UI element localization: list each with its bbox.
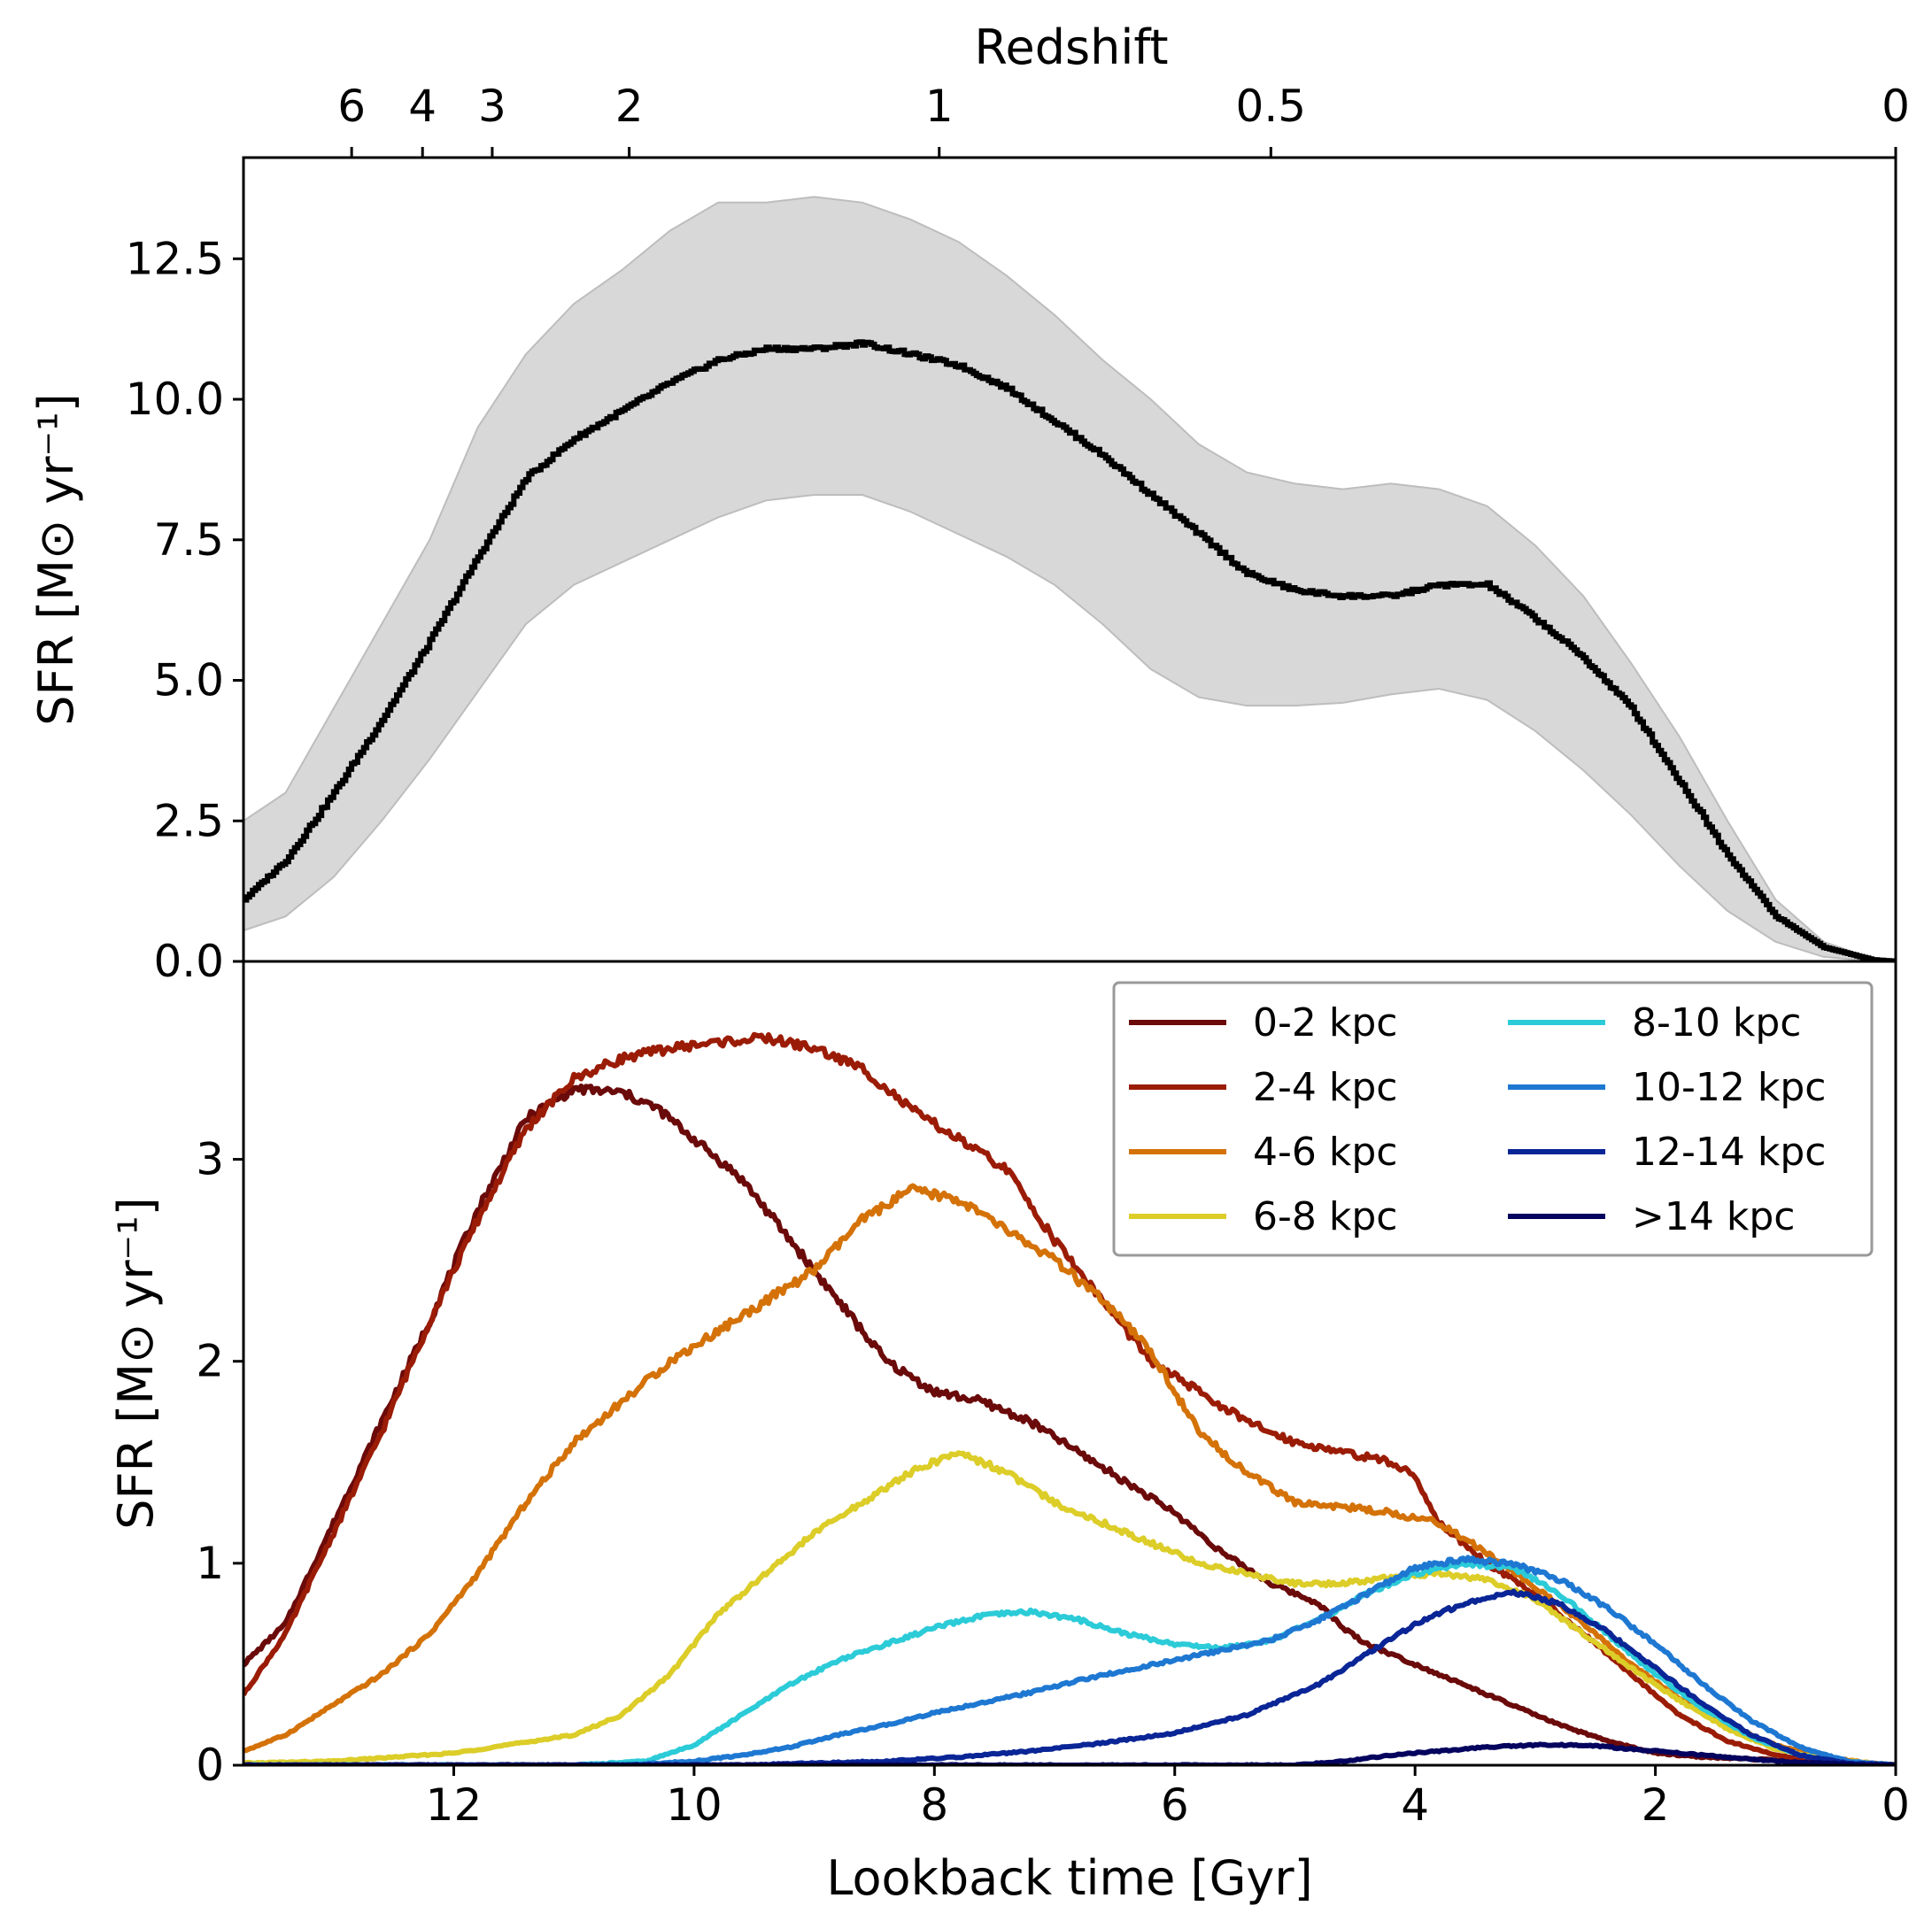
- legend-label: 12-14 kpc: [1632, 1130, 1826, 1175]
- redshift-axis-title: Redshift: [974, 19, 1168, 75]
- legend-label: 6-8 kpc: [1253, 1194, 1397, 1239]
- redshift-tick-label: 4: [408, 81, 437, 132]
- bottom-y-tick-label: 0: [196, 1740, 224, 1791]
- redshift-tick-label: 2: [615, 81, 644, 132]
- legend-label: 8-10 kpc: [1632, 1000, 1801, 1046]
- bottom-panel-frame: [242, 960, 1897, 1767]
- x-tick-label: 12: [426, 1779, 483, 1831]
- legend-label: 0-2 kpc: [1253, 1000, 1397, 1046]
- legend-item-2-4-kpc: 2-4 kpc: [1129, 1065, 1397, 1110]
- legend-item-8-10-kpc: 8-10 kpc: [1508, 1000, 1801, 1046]
- top-y-tick-label: 12.5: [126, 233, 224, 284]
- top-y-axis-title: SFR [M⊙ yr⁻¹]: [28, 393, 84, 725]
- series-line-2-4-kpc: [243, 1031, 1896, 1765]
- legend-label: 2-4 kpc: [1253, 1065, 1397, 1110]
- legend-label: 4-6 kpc: [1253, 1130, 1397, 1175]
- x-tick-label: 8: [920, 1779, 948, 1831]
- top-y-tick-label: 2.5: [153, 795, 224, 846]
- legend-items: 0-2 kpc 2-4 kpc 4-6 kpc 6-8 kpc 8-10 kpc 10-1…: [1129, 1000, 1826, 1239]
- top-y-tick-label: 7.5: [153, 514, 224, 566]
- x-tick-label: 10: [666, 1779, 723, 1831]
- series-line-4-6-kpc: [243, 1183, 1896, 1765]
- legend-item-6-8-kpc: 6-8 kpc: [1129, 1194, 1397, 1239]
- series-line-6-8-kpc: [243, 1450, 1896, 1765]
- redshift-tick-label: 0.5: [1236, 81, 1307, 132]
- top-y-tick-label: 5.0: [153, 655, 224, 706]
- bottom-y-tick-label: 3: [196, 1134, 224, 1185]
- redshift-tick-label: 1: [925, 81, 954, 132]
- top-y-axis: 0.0 2.5 5.0 7.5 10.0 12.5: [126, 233, 243, 987]
- redshift-tick-label: 6: [337, 81, 366, 132]
- top-y-tick-label: 10.0: [126, 374, 224, 425]
- legend-box: [1112, 981, 1874, 1257]
- redshift-tick-label: 0: [1882, 81, 1910, 132]
- series-line-gt-14-kpc: [243, 1741, 1896, 1765]
- bottom-y-tick-label: 1: [196, 1538, 224, 1589]
- x-axis-title: Lookback time [Gyr]: [826, 1850, 1312, 1906]
- bottom-y-tick-label: 2: [196, 1336, 224, 1387]
- bottom-y-axis: 0 1 2 3: [196, 1134, 243, 1791]
- redshift-tick-label: 3: [478, 81, 506, 132]
- x-tick-label: 0: [1882, 1779, 1910, 1831]
- top-panel: 0.02.55.07.510.012.5 6 4 3 2 1 0.5 0 Redshift …: [28, 19, 1910, 987]
- legend: 0-2 kpc 2-4 kpc 4-6 kpc 6-8 kpc 8-10 kpc 10-1…: [1112, 981, 1874, 1257]
- bottom-y-axis-title: SFR [M⊙ yr⁻¹]: [108, 1197, 164, 1529]
- legend-label: >14 kpc: [1632, 1194, 1795, 1239]
- top-y-tick-label: 0.0: [153, 936, 224, 987]
- legend-item-0-2-kpc: 0-2 kpc: [1129, 1000, 1397, 1046]
- series-line-0-2-kpc: [243, 1083, 1896, 1765]
- legend-item-4-6-kpc: 4-6 kpc: [1129, 1130, 1397, 1175]
- x-tick-label: 4: [1401, 1779, 1429, 1831]
- median-sfr-line: [243, 339, 1896, 961]
- x-tick-label: 2: [1642, 1779, 1670, 1831]
- legend-item-gt-14-kpc: >14 kpc: [1508, 1194, 1795, 1239]
- x-tick-label: 6: [1161, 1779, 1189, 1831]
- legend-label: 10-12 kpc: [1632, 1065, 1826, 1110]
- legend-item-12-14-kpc: 12-14 kpc: [1508, 1130, 1826, 1175]
- legend-item-10-12-kpc: 10-12 kpc: [1508, 1065, 1826, 1110]
- x-axis: 12 10 8 6 4 2 0: [426, 1765, 1910, 1831]
- redshift-axis: 6 4 3 2 1 0.5 0: [337, 81, 1910, 158]
